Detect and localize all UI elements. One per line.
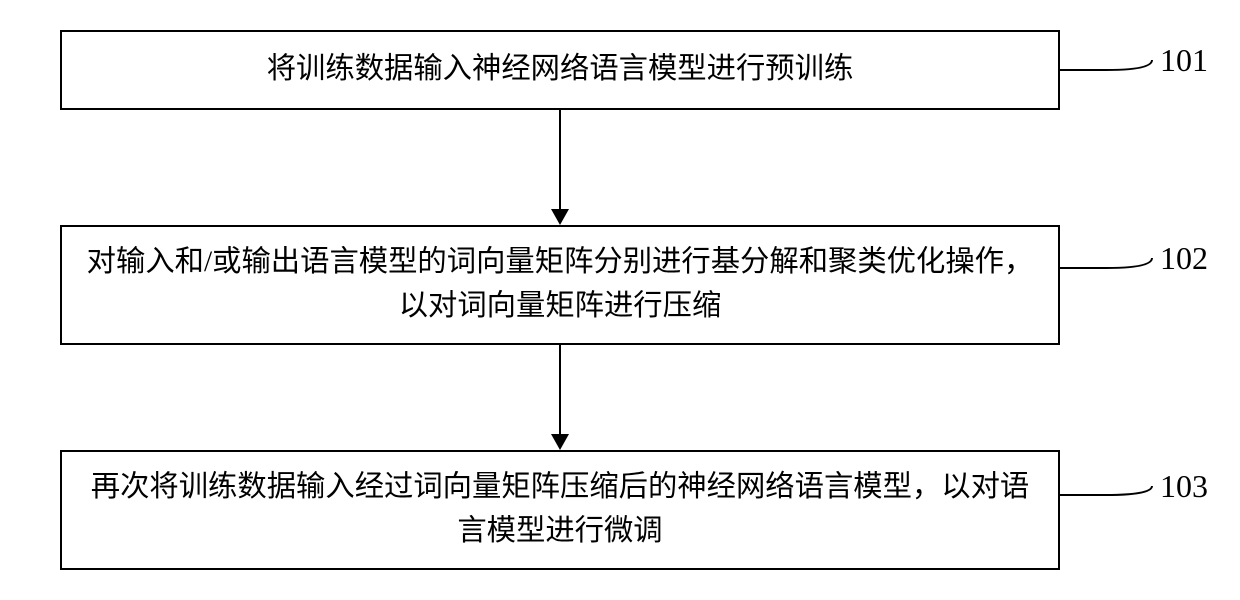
leader-line bbox=[0, 0, 1240, 600]
